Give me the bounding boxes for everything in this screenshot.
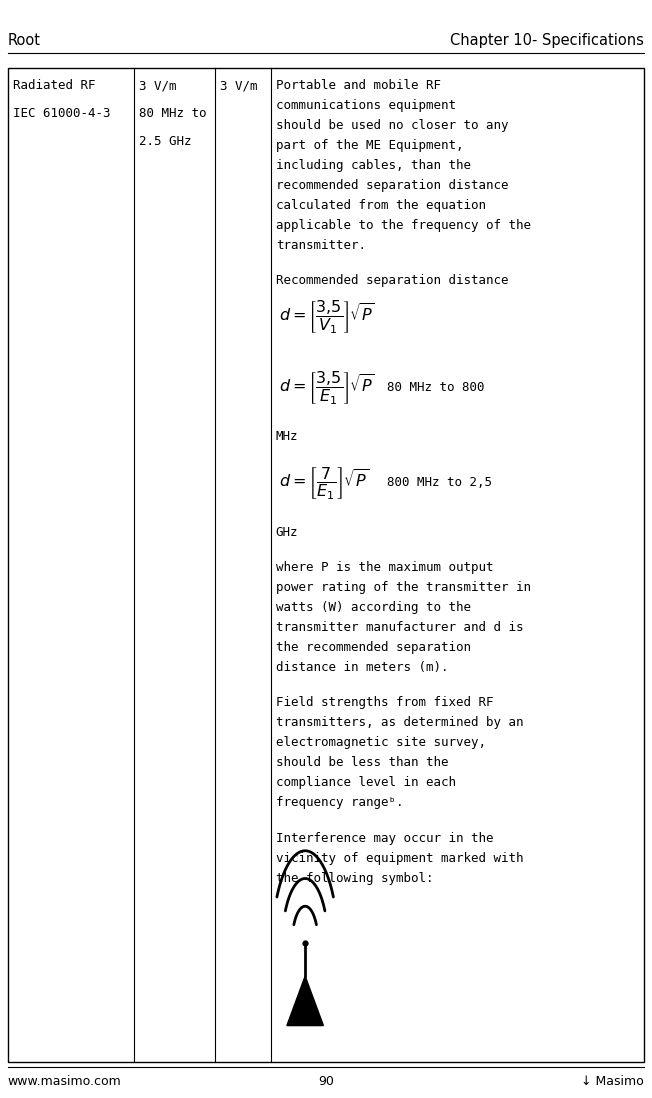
Text: 80 MHz to 800: 80 MHz to 800	[387, 381, 484, 393]
Text: Root: Root	[8, 33, 41, 48]
Text: frequency rangeᵇ.: frequency rangeᵇ.	[276, 796, 404, 809]
Text: where P is the maximum output: where P is the maximum output	[276, 561, 494, 574]
Text: the recommended separation: the recommended separation	[276, 641, 471, 654]
Text: Recommended separation distance: Recommended separation distance	[276, 274, 509, 288]
Text: Chapter 10- Specifications: Chapter 10- Specifications	[451, 33, 644, 48]
Text: the following symbol:: the following symbol:	[276, 872, 434, 885]
Text: including cables, than the: including cables, than the	[276, 159, 471, 172]
Text: Field strengths from fixed RF: Field strengths from fixed RF	[276, 696, 494, 709]
Text: transmitter.: transmitter.	[276, 239, 366, 251]
Text: Radiated RF: Radiated RF	[13, 79, 96, 92]
Text: 80 MHz to: 80 MHz to	[139, 107, 207, 120]
Text: www.masimo.com: www.masimo.com	[8, 1075, 121, 1088]
Text: 90: 90	[318, 1075, 334, 1088]
Text: part of the ME Equipment,: part of the ME Equipment,	[276, 139, 464, 152]
Text: distance in meters (m).: distance in meters (m).	[276, 661, 449, 674]
Text: $d = \left[\dfrac{3{,}5}{V_1}\right]\sqrt{P}$: $d = \left[\dfrac{3{,}5}{V_1}\right]\sqr…	[279, 299, 375, 336]
Text: should be less than the: should be less than the	[276, 757, 449, 770]
Text: IEC 61000-4-3: IEC 61000-4-3	[13, 107, 111, 120]
Text: transmitter manufacturer and d is: transmitter manufacturer and d is	[276, 621, 524, 634]
Text: 3 V/m: 3 V/m	[220, 79, 258, 92]
Text: ↓ Masimo: ↓ Masimo	[582, 1075, 644, 1088]
Text: power rating of the transmitter in: power rating of the transmitter in	[276, 581, 531, 594]
Text: $d = \left[\dfrac{3{,}5}{E_1}\right]\sqrt{P}$: $d = \left[\dfrac{3{,}5}{E_1}\right]\sqr…	[279, 370, 375, 407]
Text: communications equipment: communications equipment	[276, 99, 456, 112]
Text: applicable to the frequency of the: applicable to the frequency of the	[276, 219, 531, 232]
Text: compliance level in each: compliance level in each	[276, 776, 456, 789]
Text: MHz: MHz	[276, 430, 299, 442]
Text: recommended separation distance: recommended separation distance	[276, 179, 509, 192]
Text: watts (W) according to the: watts (W) according to the	[276, 601, 471, 614]
Text: Portable and mobile RF: Portable and mobile RF	[276, 79, 441, 92]
Text: 800 MHz to 2,5: 800 MHz to 2,5	[387, 477, 492, 490]
Text: calculated from the equation: calculated from the equation	[276, 199, 486, 212]
Text: GHz: GHz	[276, 526, 299, 539]
Text: $d = \left[\dfrac{7}{E_1}\right]\sqrt{P}$: $d = \left[\dfrac{7}{E_1}\right]\sqrt{P}…	[279, 466, 369, 502]
Text: should be used no closer to any: should be used no closer to any	[276, 119, 509, 132]
Text: Interference may occur in the: Interference may occur in the	[276, 831, 494, 844]
Text: vicinity of equipment marked with: vicinity of equipment marked with	[276, 852, 524, 864]
Text: 2.5 GHz: 2.5 GHz	[139, 135, 192, 148]
Polygon shape	[287, 976, 323, 1026]
Text: 3 V/m: 3 V/m	[139, 79, 177, 92]
Text: transmitters, as determined by an: transmitters, as determined by an	[276, 716, 524, 729]
Text: electromagnetic site survey,: electromagnetic site survey,	[276, 737, 486, 749]
